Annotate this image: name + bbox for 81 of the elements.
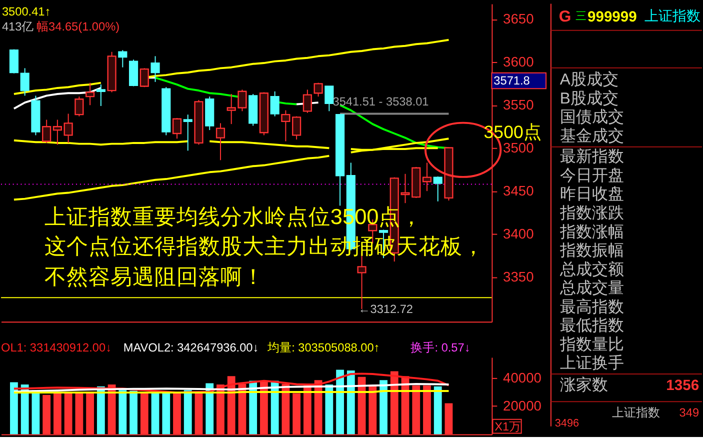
bar xyxy=(434,386,442,434)
candlestick xyxy=(74,96,84,117)
candlestick xyxy=(281,110,290,142)
text: 指数涨跌 xyxy=(558,204,624,222)
candlestick xyxy=(118,50,128,68)
bar xyxy=(151,392,160,434)
candlestick xyxy=(140,68,149,88)
y-tick-label: 3350 xyxy=(503,268,534,284)
text: 总成交额 xyxy=(558,260,624,278)
candlestick xyxy=(302,89,312,114)
text: B股成交 xyxy=(560,89,618,108)
bar xyxy=(184,390,192,434)
text: 3571.8 xyxy=(494,74,530,88)
y-tick-label: 20000 xyxy=(503,398,542,414)
annotation: 不然容易遇阻回落啊！ xyxy=(44,264,264,290)
text: 指数涨幅 xyxy=(558,222,624,241)
text: 上证换手 xyxy=(560,354,624,372)
text: 1356 xyxy=(666,378,700,394)
text: A股成交 xyxy=(560,70,618,89)
candlestick xyxy=(270,90,280,117)
y-tick-label: 3600 xyxy=(503,54,534,70)
text: 最新指数 xyxy=(560,148,624,166)
candlestick xyxy=(216,122,226,161)
text: 昨日收盘 xyxy=(560,186,624,204)
text: 3496 xyxy=(554,417,580,430)
text: 上证指数 xyxy=(612,405,660,420)
bar xyxy=(118,390,127,434)
text: MAVOL2: 342647936.00↓ xyxy=(123,340,259,354)
y-axis-title: X1万 xyxy=(494,419,522,434)
bar xyxy=(380,380,388,434)
text: 均量: 303505088.00↑ xyxy=(266,340,380,354)
text: 上证指数 xyxy=(644,8,701,24)
text: 国债成交 xyxy=(560,108,624,126)
bar xyxy=(10,382,18,434)
text: 总成交量 xyxy=(558,279,624,298)
text: 最高指数 xyxy=(560,298,624,316)
text: 换手: 0.57↓ xyxy=(410,340,470,354)
bar xyxy=(162,392,170,434)
y-tick-label: 3400 xyxy=(503,225,534,242)
y-tick-label: 3550 xyxy=(503,96,534,113)
line-series xyxy=(12,372,450,394)
text: 三 xyxy=(576,10,587,23)
y-tick-label: 3500 xyxy=(503,140,534,156)
y-tick-label: 3650 xyxy=(503,10,534,27)
candlestick xyxy=(52,119,62,146)
candlestick xyxy=(433,176,442,202)
bar xyxy=(336,370,344,434)
candlestick xyxy=(86,82,95,106)
candlestick xyxy=(9,48,19,74)
annotation: 413亿 xyxy=(2,19,34,34)
candlestick xyxy=(42,119,52,144)
bar xyxy=(346,370,355,434)
candlestick xyxy=(183,114,192,152)
text: 今日开盘 xyxy=(560,167,624,184)
candlestick xyxy=(96,84,106,106)
text: G xyxy=(558,8,572,26)
text: 基金成交 xyxy=(560,126,624,145)
candlestick xyxy=(150,56,160,82)
text: 涨家数 xyxy=(560,376,608,394)
candlestick xyxy=(64,113,73,144)
annotation: 3500.41↑ xyxy=(2,4,51,19)
candlestick xyxy=(172,118,182,140)
bar xyxy=(130,390,138,434)
text: 999999 xyxy=(587,10,637,26)
y-tick-label: 40000 xyxy=(503,369,542,386)
candlestick xyxy=(314,82,323,98)
text: 最低指数 xyxy=(560,316,624,335)
text: 349 xyxy=(679,405,700,420)
annotation: ←3312.72 xyxy=(358,302,414,316)
text: 指数量比 xyxy=(558,335,624,354)
bar xyxy=(96,386,105,434)
line-series xyxy=(12,382,450,393)
text: OL1: 331430912.00↓ xyxy=(0,340,112,354)
bar xyxy=(325,384,334,434)
candlestick xyxy=(324,86,334,112)
bar xyxy=(206,383,214,434)
candlestick xyxy=(292,116,302,140)
candlestick xyxy=(20,68,30,96)
annotation: 幅34.65(1.00%) xyxy=(36,19,120,34)
text: 指数振幅 xyxy=(558,242,624,260)
y-tick-label: 3450 xyxy=(503,182,534,199)
